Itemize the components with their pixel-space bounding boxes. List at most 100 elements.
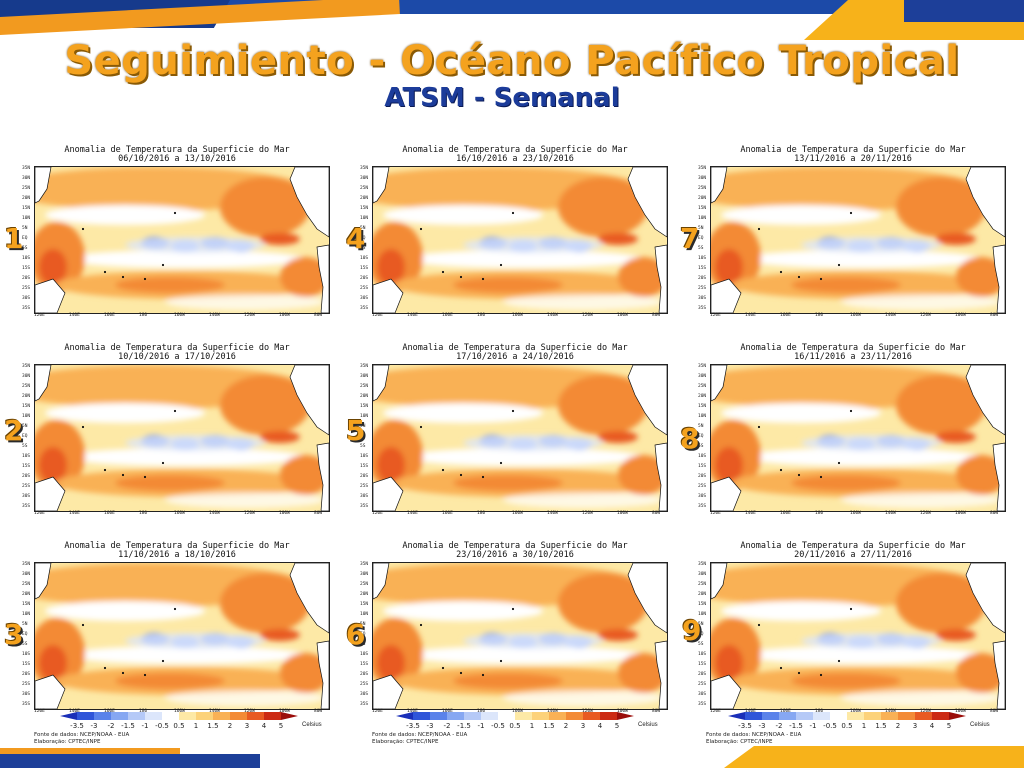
longitude-tick-label: 100W: [279, 313, 290, 318]
latitude-tick-label: 5S: [698, 246, 704, 251]
legend-swatch: [430, 712, 447, 720]
legend-tick-label: 4: [929, 722, 935, 730]
legend-swatch: [864, 712, 881, 720]
legend-tick-label: 1: [529, 722, 535, 730]
latitude-tick-label: 35S: [22, 306, 31, 311]
island-mark: [481, 277, 485, 281]
latitude-labels: 35N 30N 25N 20N 15N 10N 5N EQ 5S 10S 15S 20S 25S 30S 3…: [698, 166, 710, 312]
latitude-tick-label: 10S: [698, 256, 707, 261]
land-outline: [373, 563, 667, 709]
latitude-tick-label: 30S: [360, 692, 369, 697]
latitude-tick-label: 35S: [360, 702, 369, 707]
latitude-tick-label: 35S: [360, 306, 369, 311]
legend-swatch: [617, 712, 634, 720]
legend-tick-label: -1: [809, 722, 817, 730]
legend-unit: Celsius: [970, 722, 990, 728]
latitude-tick-label: 30N: [360, 572, 369, 577]
sst-map: [372, 166, 668, 314]
legend-tick-label: -3.5: [738, 722, 752, 730]
latitude-tick-label: 30N: [22, 374, 31, 379]
longitude-tick-label: 120W: [920, 511, 931, 516]
latitude-tick-label: 10S: [698, 454, 707, 459]
legend-swatch: [847, 712, 864, 720]
longitude-labels: 120E 140E 160E 180 160W 140W 120W 100W 80W: [710, 709, 1004, 717]
latitude-tick-label: 35N: [360, 364, 369, 369]
longitude-tick-label: 180: [477, 313, 486, 318]
latitude-tick-label: 20S: [698, 276, 707, 281]
latitude-tick-label: 25N: [360, 384, 369, 389]
latitude-tick-label: 35N: [22, 562, 31, 567]
legend-tick-label: 0.5: [841, 722, 853, 730]
latitude-tick-label: 20N: [360, 196, 369, 201]
longitude-tick-label: 140E: [407, 511, 418, 516]
legend-tick-label: 2: [563, 722, 569, 730]
longitude-tick-label: 80W: [990, 709, 999, 714]
longitude-tick-label: 180: [477, 511, 486, 516]
map-panel-2: Anomalia de Temperatura da Superficie do…: [22, 344, 330, 520]
longitude-tick-label: 100W: [279, 709, 290, 714]
latitude-tick-label: 30N: [22, 176, 31, 181]
longitude-tick-label: 180: [815, 709, 823, 714]
latitude-tick-label: 25S: [22, 484, 31, 489]
legend-tick-label: 0.5: [509, 722, 521, 730]
longitude-tick-label: 160E: [104, 709, 115, 714]
sst-map: [710, 166, 1006, 314]
latitude-labels: 35N 30N 25N 20N 15N 10N 5N EQ 5S 10S 15S 20S 25S 30S 3…: [360, 562, 372, 708]
legend-tick-label: -1: [477, 722, 485, 730]
latitude-tick-label: 20N: [698, 196, 707, 201]
island-mark: [499, 263, 503, 267]
longitude-tick-label: 180: [477, 709, 485, 714]
island-mark: [81, 623, 85, 627]
panel-heading: Anomalia de Temperatura da Superficie do…: [402, 145, 628, 164]
latitude-tick-label: 20S: [698, 672, 707, 677]
legend-tick-label: -3: [90, 722, 98, 730]
latitude-tick-label: 10N: [360, 612, 369, 617]
latitude-tick-label: 10N: [360, 414, 369, 419]
legend-tick-label: -3: [426, 722, 434, 730]
latitude-tick-label: 30N: [360, 176, 369, 181]
island-mark: [499, 461, 503, 465]
latitude-tick-label: 25N: [698, 186, 707, 191]
legend-color-bar: [728, 712, 966, 720]
land-outline: [35, 365, 329, 511]
latitude-tick-label: 30N: [360, 374, 369, 379]
legend-tick-label: 1: [193, 722, 199, 730]
land-outline: [35, 563, 329, 709]
longitude-tick-label: 80W: [990, 511, 999, 516]
latitude-tick-label: 5N: [22, 424, 28, 429]
longitude-tick-label: 180: [815, 313, 824, 318]
longitude-tick-label: 80W: [652, 313, 661, 318]
latitude-tick-label: EQ: [698, 434, 704, 439]
latitude-tick-label: 35S: [22, 702, 31, 707]
sst-anomaly-field: [373, 365, 667, 511]
longitude-tick-label: 140W: [209, 511, 220, 516]
panel-number-3: 3: [4, 618, 24, 651]
bottom-right-orange-band: [724, 746, 1024, 768]
latitude-tick-label: 35S: [360, 504, 369, 509]
latitude-tick-label: 25N: [360, 186, 369, 191]
legend-tick-label: -3: [758, 722, 766, 730]
longitude-tick-label: 120W: [244, 709, 255, 714]
longitude-tick-label: 140W: [209, 709, 220, 714]
land-outline: [654, 442, 667, 511]
legend-tick-label: 2: [895, 722, 901, 730]
longitude-tick-label: 140E: [69, 709, 80, 714]
top-right-blue-band: [904, 0, 1024, 22]
sst-map: [34, 364, 330, 512]
longitude-tick-label: 120W: [582, 511, 593, 516]
island-mark: [819, 277, 823, 281]
color-legend: -3.5 -3 -2 -1.5 -1 -0.5 0.5 1 1.5 2 3 4 5 Celsius: [60, 712, 360, 734]
island-mark: [849, 607, 853, 611]
island-mark: [757, 623, 761, 627]
map-panel-7: Anomalia de Temperatura da Superficie do…: [698, 146, 1006, 322]
latitude-tick-label: 15N: [698, 404, 707, 409]
latitude-tick-label: 10S: [22, 652, 31, 657]
latitude-tick-label: 20S: [22, 276, 31, 281]
latitude-tick-label: 25N: [360, 582, 369, 587]
latitude-tick-label: 5N: [22, 226, 28, 231]
island-mark: [103, 468, 107, 472]
sst-anomaly-field: [373, 563, 667, 709]
longitude-tick-label: 100W: [617, 313, 628, 318]
island-mark: [121, 275, 125, 279]
longitude-tick-label: 140W: [209, 313, 220, 318]
